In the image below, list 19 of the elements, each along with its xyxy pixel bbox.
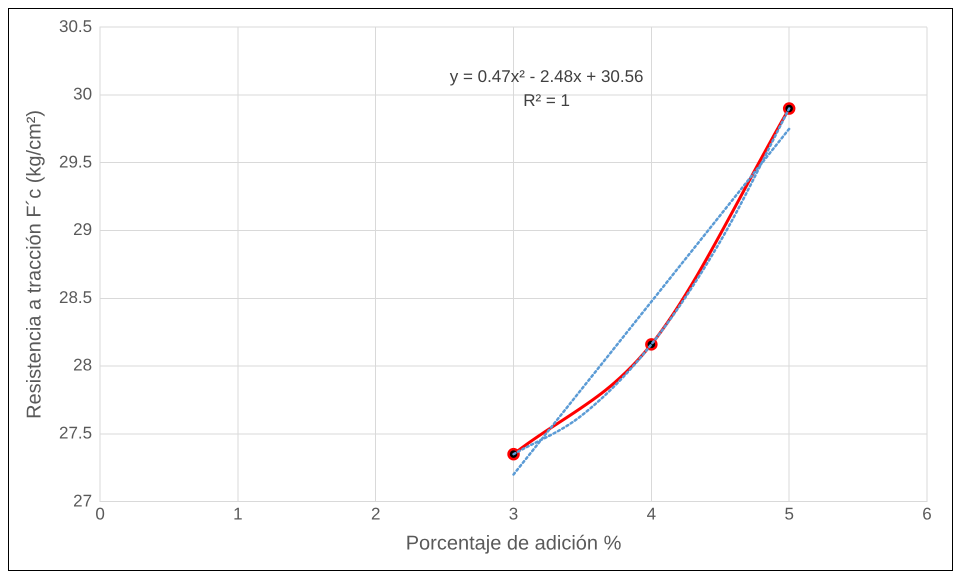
y-tick-label: 30.5	[58, 16, 92, 36]
y-tick-label: 28	[73, 356, 92, 375]
x-tick-label: 1	[233, 504, 243, 524]
x-tick-label: 2	[370, 504, 380, 524]
y-tick-label: 27	[73, 491, 92, 510]
x-tick-label: 6	[922, 504, 932, 524]
x-tick-label: 3	[508, 504, 518, 524]
y-tick-label: 30	[73, 84, 92, 104]
x-tick-label: 4	[646, 504, 656, 524]
x-tick-label: 5	[784, 504, 794, 524]
annotation: R² = 1	[523, 90, 570, 110]
annotation: y = 0.47x² - 2.48x + 30.56	[450, 66, 644, 86]
y-tick-label: 27.5	[58, 424, 92, 443]
y-tick-label: 29	[73, 220, 92, 240]
x-tick-label: 0	[95, 504, 105, 524]
x-axis-title: Porcentaje de adición %	[406, 532, 622, 555]
y-tick-label: 28.5	[58, 288, 92, 307]
y-axis-title: Resistencia a tracción F´c (kg/cm²)	[24, 110, 46, 419]
y-tick-label: 29.5	[58, 152, 92, 172]
